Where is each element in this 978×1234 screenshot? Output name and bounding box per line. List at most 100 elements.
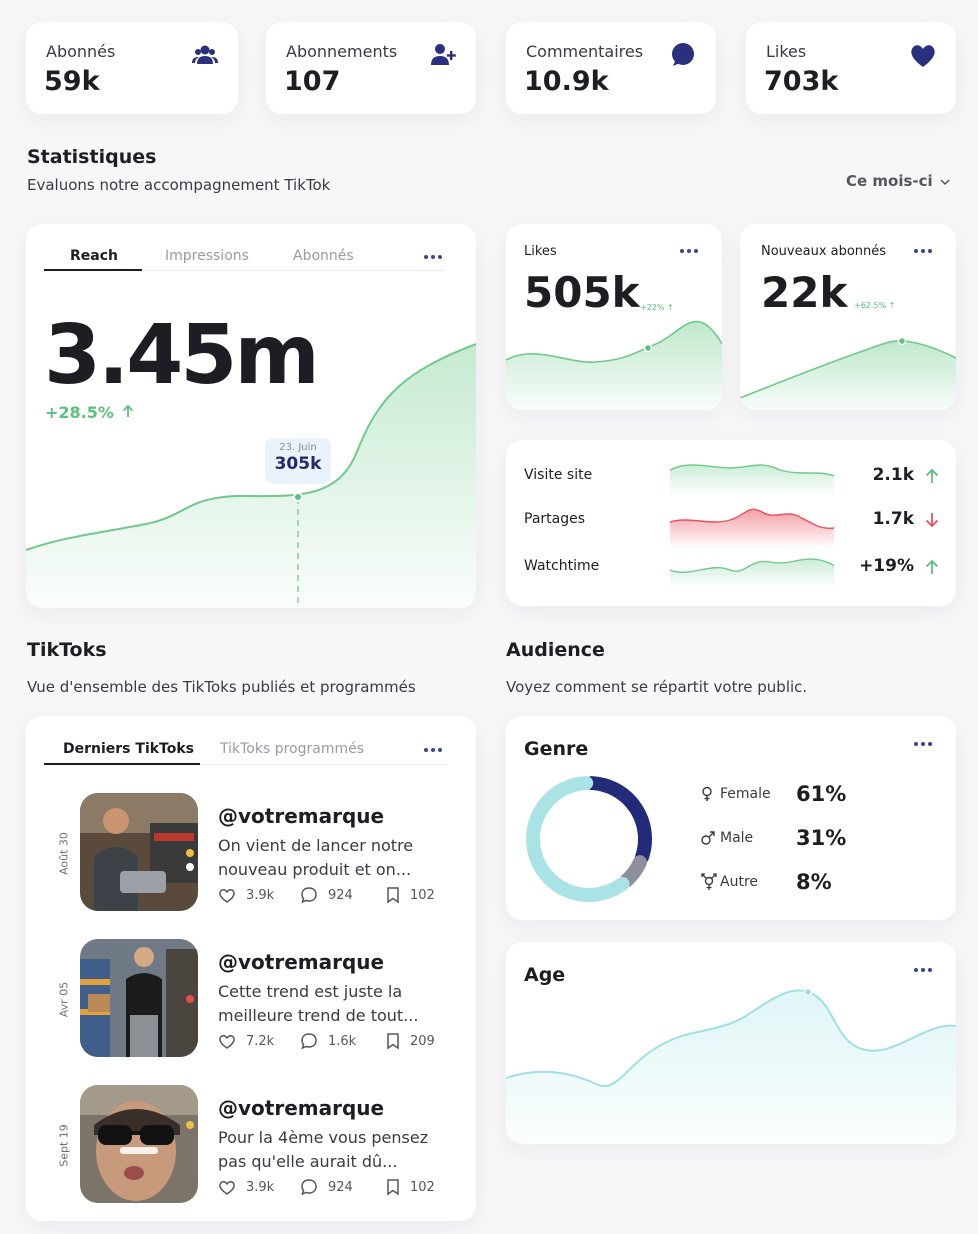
- likes-card-value: 505k: [524, 268, 640, 317]
- tiktok-date: Avr 05: [57, 981, 71, 1018]
- transgender-icon: [701, 873, 717, 890]
- metric-value-partages: 1.7k: [872, 509, 914, 529]
- likes-card: Likes 505k +22% ↑: [506, 224, 722, 410]
- reach-change: +28.5%: [45, 403, 134, 422]
- more-options-icon[interactable]: [680, 249, 704, 255]
- tiktok-thumbnail: [80, 939, 198, 1057]
- tab-impressions[interactable]: Impressions: [165, 248, 249, 264]
- age-title: Age: [524, 964, 566, 986]
- tiktok-handle[interactable]: @votremarque: [218, 950, 385, 974]
- tiktok-caption-line1: Pour la 4ème vous pensez: [218, 1128, 429, 1147]
- tiktok-saves: 102: [410, 1180, 435, 1195]
- tiktok-caption-line2: nouveau produit et on...: [218, 860, 412, 879]
- heart-outline-icon: [219, 1034, 235, 1049]
- more-options-icon[interactable]: [424, 748, 448, 754]
- new-followers-area-chart: [740, 336, 956, 410]
- kpi-label: Commentaires: [526, 42, 644, 61]
- reach-card: Reach Impressions Abonnés 3.45m +28.5% 2…: [26, 224, 476, 608]
- tiktoks-card: Derniers TikToks TikToks programmés Août…: [26, 716, 476, 1221]
- active-tab-indicator: [44, 269, 142, 271]
- female-icon: [702, 786, 712, 801]
- likes-card-label: Likes: [524, 244, 557, 259]
- tab-rail: [44, 270, 446, 271]
- male-icon: [701, 831, 715, 845]
- tiktok-comments: 924: [328, 888, 353, 903]
- genre-title: Genre: [524, 738, 589, 760]
- comment-bubble-icon: [672, 43, 694, 66]
- tab-latest-tiktoks[interactable]: Derniers TikToks: [63, 741, 195, 757]
- comment-outline-icon: [301, 887, 317, 904]
- kpi-card-abonnements[interactable]: Abonnements 107: [266, 22, 476, 114]
- bookmark-icon: [387, 1033, 399, 1050]
- tiktok-caption-line2: pas qu'elle aurait dû...: [218, 1152, 398, 1171]
- more-options-icon[interactable]: [914, 249, 938, 255]
- tab-rail: [44, 764, 446, 765]
- tiktok-item[interactable]: Sept 19 @votremarque Pour la 4ème vous p…: [26, 1084, 476, 1208]
- kpi-value: 10.9k: [524, 66, 609, 97]
- kpi-card-abonnes[interactable]: Abonnés 59k: [26, 22, 238, 114]
- tiktok-date: Août 30: [57, 832, 71, 875]
- tiktok-handle[interactable]: @votremarque: [218, 1096, 385, 1120]
- tiktok-caption-line1: On vient de lancer notre: [218, 836, 414, 855]
- arrow-up-icon: [925, 468, 939, 483]
- tiktoks-subtitle: Vue d'ensemble des TikToks publiés et pr…: [27, 678, 416, 696]
- users-icon: [192, 45, 218, 64]
- heart-outline-icon: [219, 1180, 235, 1195]
- likes-card-change-value: +22%: [640, 303, 665, 312]
- kpi-value: 703k: [764, 66, 839, 97]
- metrics-card: Visite site 2.1k Partages 1.7k Watchtime…: [506, 440, 956, 606]
- tiktok-comments: 1.6k: [328, 1034, 357, 1049]
- statistics-title: Statistiques: [27, 146, 157, 168]
- tiktok-date: Sept 19: [57, 1124, 71, 1167]
- tiktok-comments: 924: [328, 1180, 353, 1195]
- heart-icon: [911, 45, 935, 67]
- kpi-label: Abonnés: [46, 42, 116, 61]
- genre-card: Genre Female 61% Male 31% Autre 8%: [506, 716, 956, 920]
- tiktok-likes: 7.2k: [246, 1034, 275, 1049]
- likes-card-change: +22% ↑: [640, 303, 674, 312]
- statistics-subtitle: Evaluons notre accompagnement TikTok: [27, 176, 331, 194]
- tiktok-item[interactable]: Avr 05 @votremarque Cette trend est just…: [26, 938, 476, 1062]
- arrow-up-icon: [122, 404, 133, 417]
- tiktoks-title: TikToks: [27, 639, 107, 661]
- kpi-value: 107: [284, 66, 341, 97]
- metric-label-watchtime: Watchtime: [524, 558, 600, 574]
- active-tab-indicator: [44, 763, 200, 765]
- visite-sparkline: [670, 464, 834, 496]
- audience-title: Audience: [506, 639, 605, 661]
- tiktok-handle[interactable]: @votremarque: [218, 804, 385, 828]
- donut-slice-female: [526, 776, 630, 902]
- likes-area-chart: [506, 320, 722, 410]
- tiktok-thumbnail: [80, 793, 198, 911]
- comment-outline-icon: [301, 1033, 317, 1050]
- more-options-icon[interactable]: [914, 742, 938, 748]
- new-followers-card: Nouveaux abonnés 22k +62.5% ↑: [740, 224, 956, 410]
- tab-abonnes[interactable]: Abonnés: [293, 248, 354, 264]
- gender-value-autre: 8%: [796, 870, 832, 894]
- tiktok-saves: 102: [410, 888, 435, 903]
- new-followers-change-value: +62.5%: [854, 301, 887, 310]
- audience-subtitle: Voyez comment se répartit votre public.: [506, 678, 808, 696]
- gender-label-autre: Autre: [720, 874, 759, 890]
- kpi-card-commentaires[interactable]: Commentaires 10.9k: [506, 22, 716, 114]
- bookmark-icon: [387, 1179, 399, 1196]
- gender-value-female: 61%: [796, 782, 847, 806]
- tiktok-thumbnail: [80, 1085, 198, 1203]
- kpi-label: Likes: [766, 42, 807, 61]
- arrow-up-icon: [925, 559, 939, 574]
- reach-area-chart: [26, 343, 476, 608]
- tiktok-likes: 3.9k: [246, 888, 275, 903]
- tab-scheduled-tiktoks[interactable]: TikToks programmés: [220, 741, 365, 757]
- tiktok-item[interactable]: Août 30 @votremarque On vient de lancer …: [26, 792, 476, 916]
- tooltip-date: 23. Juin: [279, 442, 317, 453]
- bookmark-icon: [387, 887, 399, 904]
- metric-value-watchtime: +19%: [859, 556, 914, 576]
- reach-change-value: +28.5%: [45, 403, 114, 422]
- period-dropdown[interactable]: Ce mois-ci: [846, 172, 950, 190]
- more-options-icon[interactable]: [424, 255, 448, 261]
- tiktok-caption-line2: meilleure trend de tout...: [218, 1006, 419, 1025]
- heart-outline-icon: [219, 888, 235, 903]
- kpi-card-likes[interactable]: Likes 703k: [746, 22, 956, 114]
- tab-reach[interactable]: Reach: [70, 248, 118, 264]
- more-options-icon[interactable]: [914, 968, 938, 974]
